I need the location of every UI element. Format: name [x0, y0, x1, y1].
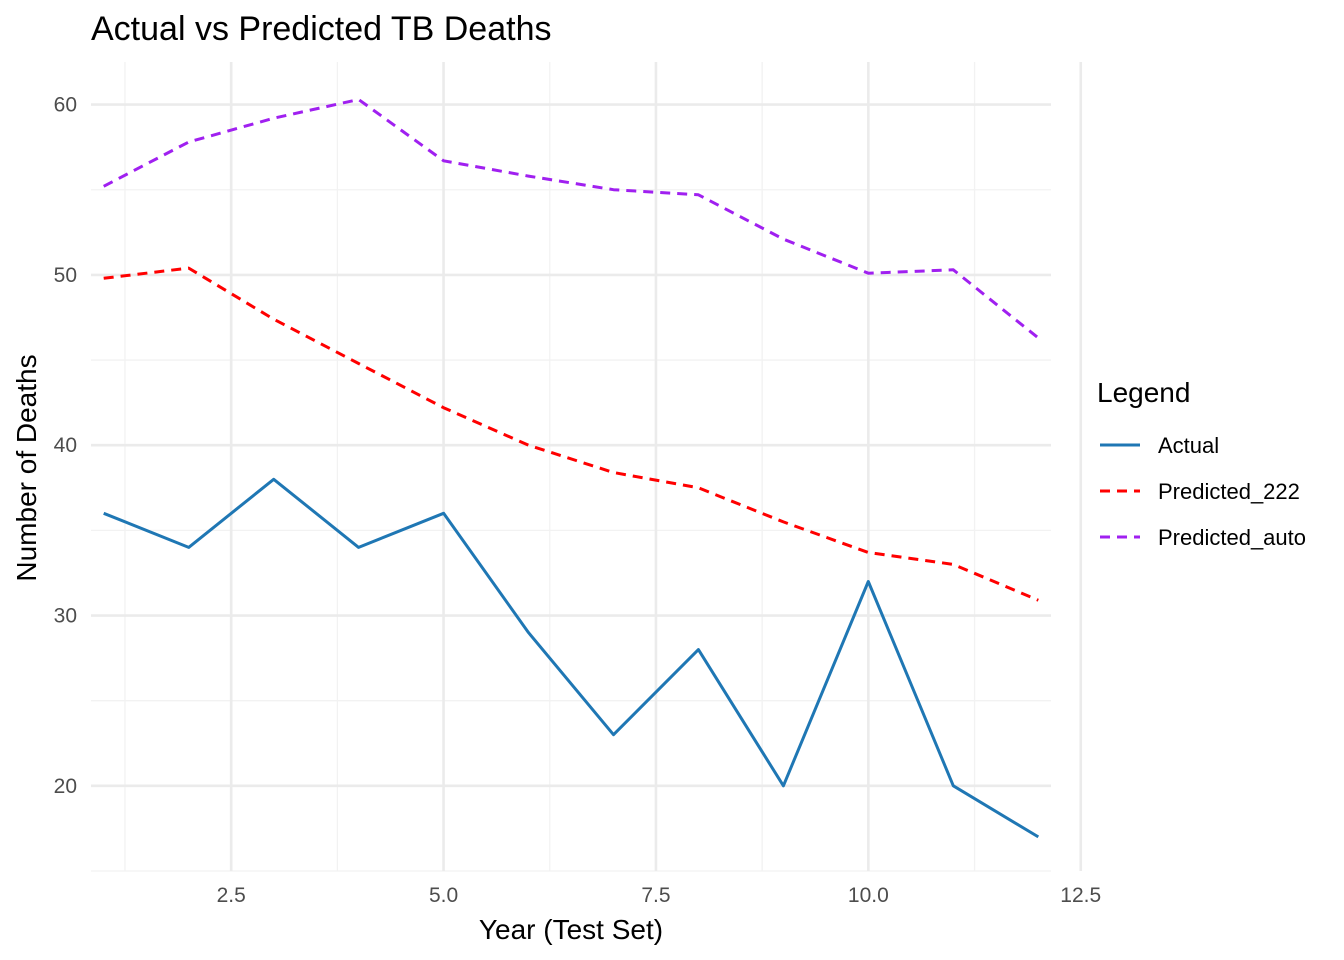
legend-label: Predicted_222: [1158, 479, 1300, 504]
x-tick-label: 10.0: [848, 884, 889, 907]
x-tick-label: 5.0: [429, 884, 458, 907]
y-tick-label: 60: [54, 94, 77, 117]
chart-title: Actual vs Predicted TB Deaths: [91, 10, 551, 48]
series-lines: [103, 98, 1040, 839]
legend-items: Actual Predicted_222 Predicted_auto: [1100, 433, 1306, 550]
x-tick-label: 2.5: [217, 884, 246, 907]
legend-title: Legend: [1097, 377, 1190, 408]
y-tick-label: 20: [54, 775, 77, 798]
tick-labels: 2.5 5.0 7.5 10.0 12.5 20 30 40 50 60: [54, 94, 1102, 907]
x-axis-title: Year (Test Set): [479, 914, 663, 945]
y-tick-label: 30: [54, 605, 77, 628]
x-tick-label: 12.5: [1060, 884, 1101, 907]
series-line-predicted-auto: [103, 98, 1040, 340]
legend: Legend Actual Predicted_222 Predicted_auto: [1097, 377, 1306, 550]
series-line-predicted-222: [103, 266, 1039, 602]
y-axis-title: Number of Deaths: [11, 354, 42, 581]
legend-label: Predicted_auto: [1158, 525, 1306, 550]
series-line-actual: [103, 477, 1040, 839]
x-tick-label: 7.5: [641, 884, 670, 907]
y-tick-label: 50: [54, 264, 77, 287]
grid: [91, 62, 1083, 872]
y-tick-label: 40: [54, 434, 77, 457]
legend-label: Actual: [1158, 433, 1219, 458]
